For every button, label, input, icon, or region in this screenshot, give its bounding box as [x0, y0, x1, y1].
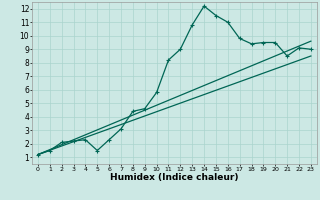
- X-axis label: Humidex (Indice chaleur): Humidex (Indice chaleur): [110, 173, 239, 182]
